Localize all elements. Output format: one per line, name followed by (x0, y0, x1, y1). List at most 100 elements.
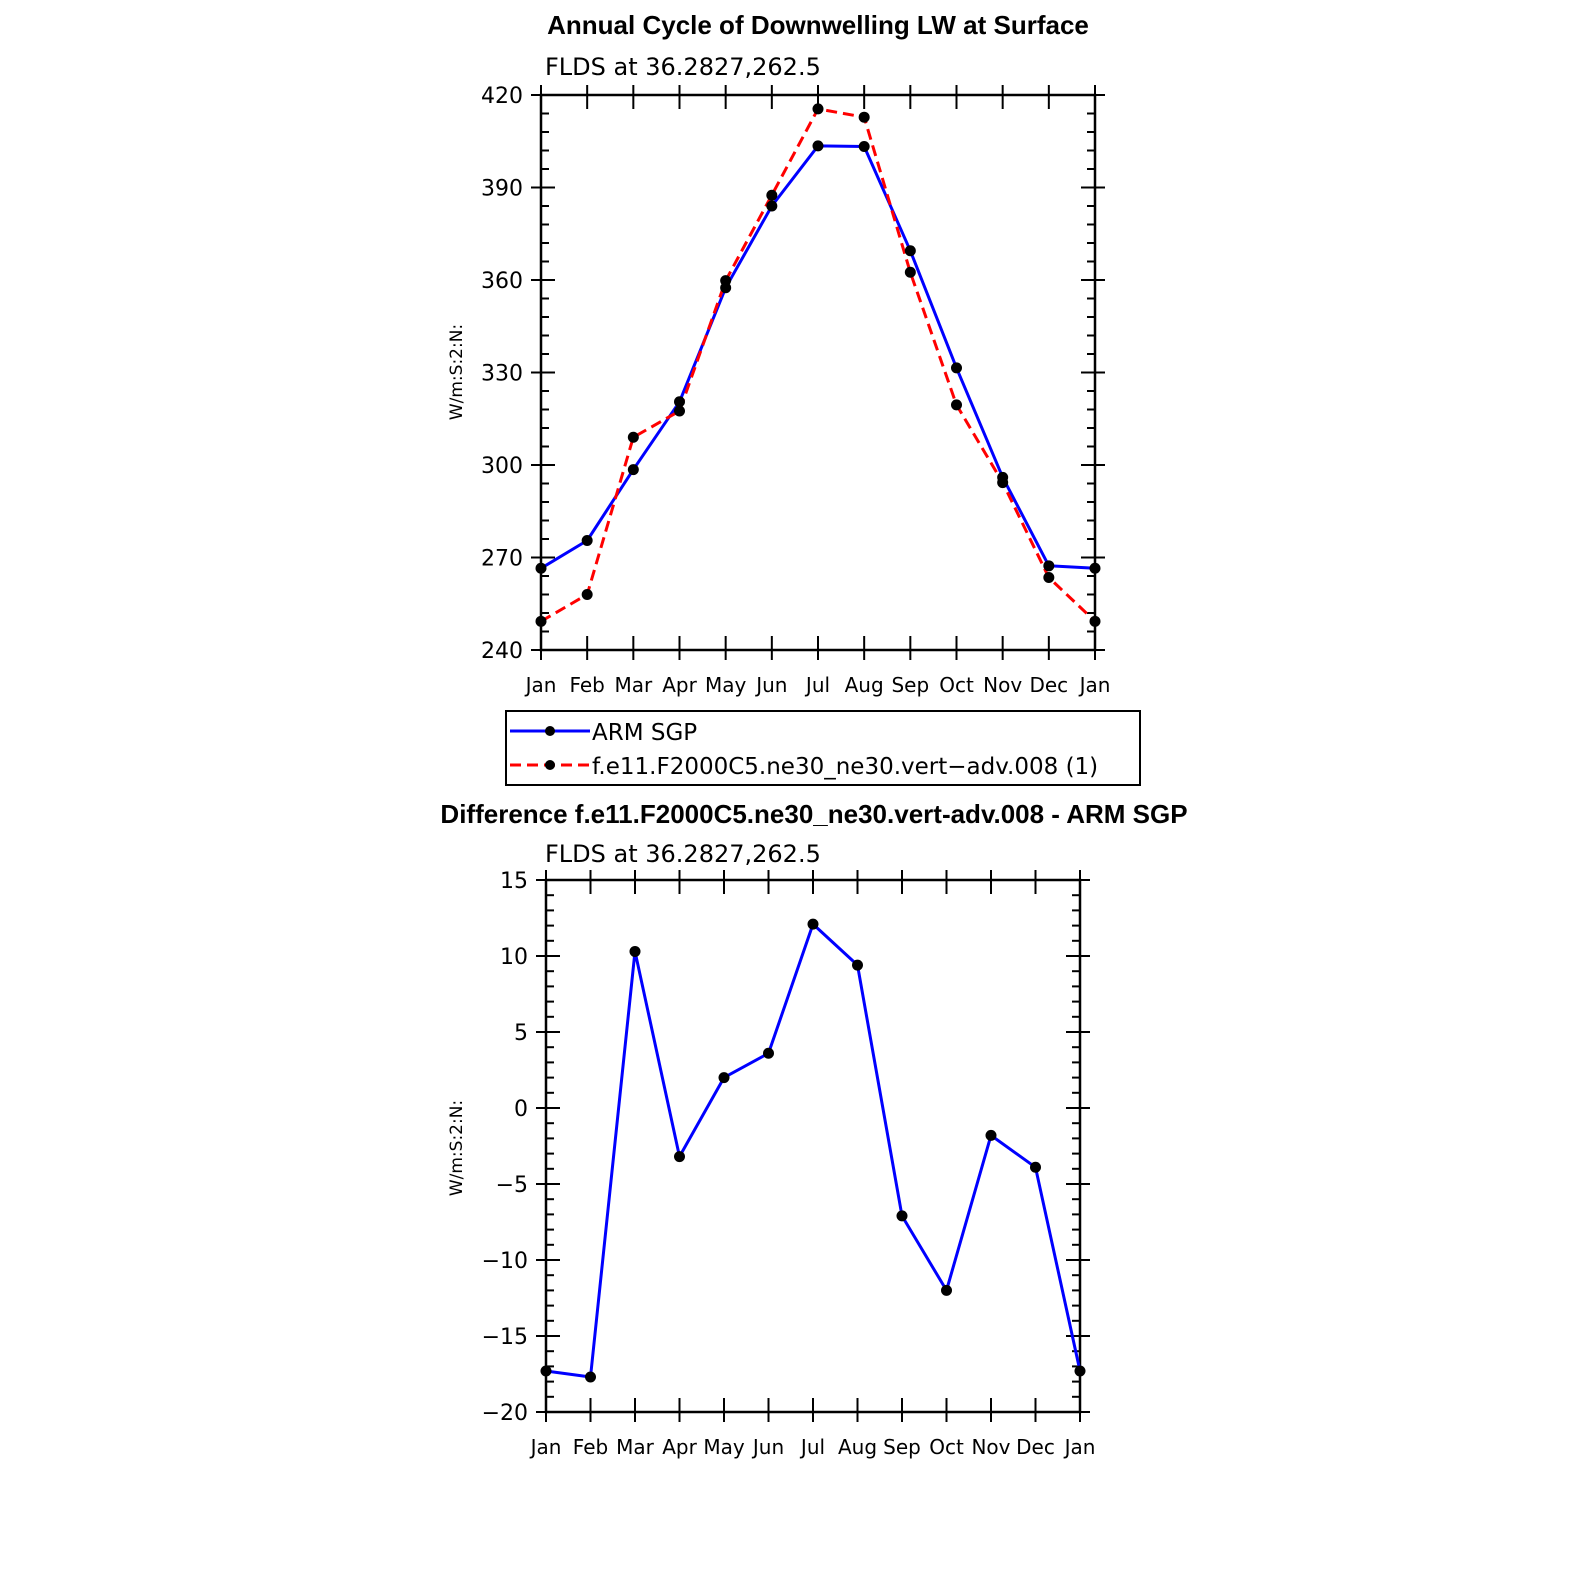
data-point (1043, 572, 1055, 584)
y-tick-label: 240 (481, 639, 523, 664)
top-chart-title: Annual Cycle of Downwelling LW at Surfac… (547, 10, 1089, 40)
y-tick-label: 5 (514, 1021, 528, 1046)
data-point (766, 189, 778, 201)
x-tick-label: Jan (1078, 673, 1111, 697)
y-tick-label: 330 (481, 362, 523, 387)
x-tick-label: Oct (939, 673, 974, 697)
data-point (941, 1284, 952, 1296)
legend-marker-arm (545, 726, 555, 736)
x-tick-label: Jul (799, 1435, 825, 1459)
x-tick-label: Jun (751, 1435, 784, 1459)
y-tick-label: 300 (481, 454, 523, 479)
bottom-chart: Difference f.e11.F2000C5.ne30_ne30.vert-… (440, 799, 1187, 1459)
x-tick-label: Dec (1016, 1435, 1055, 1459)
top-plot-area: Jan Feb Mar Apr May Jun Jul Aug Sep Oct Nov Dec Jan2… (481, 84, 1110, 697)
data-point (997, 477, 1009, 489)
y-tick-label: 420 (481, 84, 523, 109)
x-tick-label: Mar (616, 1435, 655, 1459)
data-point (1089, 562, 1101, 574)
data-point (1074, 1365, 1086, 1377)
data-point (1089, 615, 1101, 627)
x-tick-label: Nov (983, 673, 1022, 697)
x-tick-label: Feb (569, 673, 604, 697)
legend-label-arm: ARM SGP (592, 720, 697, 746)
data-point (858, 140, 870, 152)
x-tick-label: Aug (845, 673, 884, 697)
x-tick-label: Sep (883, 1435, 921, 1459)
data-point (1043, 560, 1055, 572)
x-tick-label: May (705, 673, 747, 697)
y-tick-label: −10 (482, 1249, 528, 1274)
data-point (535, 615, 547, 627)
data-point (951, 362, 962, 374)
data-point (629, 945, 641, 957)
x-tick-label: Feb (573, 1435, 608, 1459)
y-tick-label: −15 (482, 1325, 528, 1350)
data-point (951, 399, 962, 411)
top-chart-subtitle: FLDS at 36.2827,262.5 (545, 53, 821, 81)
data-point (896, 1210, 908, 1222)
x-tick-label: Jan (529, 1435, 562, 1459)
plot-frame (539, 93, 1097, 652)
series-line (545, 922, 1082, 1379)
bottom-plot-area: Jan Feb Mar Apr May Jun Jul Aug Sep Oct Nov Dec Jan−… (482, 869, 1096, 1459)
top-legend: ARM SGP f.e11.F2000C5.ne30_ne30.vert−adv… (505, 710, 1141, 786)
data-point (585, 1371, 596, 1383)
data-point (535, 562, 547, 574)
x-tick-label: Sep (891, 673, 929, 697)
x-tick-label: Mar (614, 673, 653, 697)
data-point (1030, 1161, 1041, 1173)
x-tick-label: May (703, 1435, 745, 1459)
data-point (812, 103, 824, 115)
plot-frame (544, 878, 1082, 1414)
x-tick-label: Jun (754, 673, 787, 697)
legend-label-model: f.e11.F2000C5.ne30_ne30.vert−adv.008 (1) (592, 754, 1098, 780)
data-point (627, 431, 639, 443)
top-chart: Annual Cycle of Downwelling LW at Surfac… (447, 10, 1141, 786)
x-tick-label: Nov (971, 1435, 1010, 1459)
y-tick-label: −20 (482, 1401, 528, 1426)
data-point (674, 1151, 685, 1163)
data-point (812, 140, 824, 152)
top-chart-ylabel: W/m:S:2:N: (447, 324, 467, 420)
data-point (674, 405, 685, 417)
data-point (540, 1365, 552, 1377)
x-tick-label: Jan (1063, 1435, 1096, 1459)
x-tick-label: Dec (1029, 673, 1068, 697)
data-point (858, 111, 870, 123)
x-tick-label: Apr (662, 673, 697, 697)
y-tick-label: 390 (481, 177, 523, 202)
series-line (540, 144, 1096, 570)
data-point (766, 200, 778, 212)
legend-box (505, 710, 1141, 786)
data-point (720, 275, 732, 287)
y-tick-label: 270 (481, 547, 523, 572)
data-point (985, 1129, 997, 1141)
data-point (581, 589, 593, 600)
data-point (904, 266, 916, 278)
bottom-chart-title: Difference f.e11.F2000C5.ne30_ne30.vert-… (440, 799, 1187, 829)
data-point (763, 1047, 774, 1059)
y-tick-label: 10 (500, 945, 528, 970)
data-point (627, 464, 639, 476)
x-tick-label: Jul (804, 673, 830, 697)
bottom-chart-ylabel: W/m:S:2:N: (447, 1100, 467, 1196)
x-tick-label: Oct (929, 1435, 964, 1459)
data-point (718, 1072, 730, 1084)
y-tick-label: 15 (500, 869, 528, 894)
y-tick-label: 0 (514, 1097, 528, 1122)
series-line (540, 107, 1097, 623)
y-tick-label: −5 (496, 1173, 528, 1198)
data-point (852, 959, 863, 971)
data-point (904, 245, 916, 257)
legend-marker-model (545, 760, 555, 770)
x-tick-label: Apr (662, 1435, 697, 1459)
x-tick-label: Aug (838, 1435, 877, 1459)
y-tick-label: 360 (481, 269, 523, 294)
x-tick-label: Jan (524, 673, 557, 697)
data-point (581, 535, 593, 547)
data-point (674, 396, 685, 408)
bottom-chart-subtitle: FLDS at 36.2827,262.5 (545, 840, 821, 868)
data-point (807, 918, 819, 930)
